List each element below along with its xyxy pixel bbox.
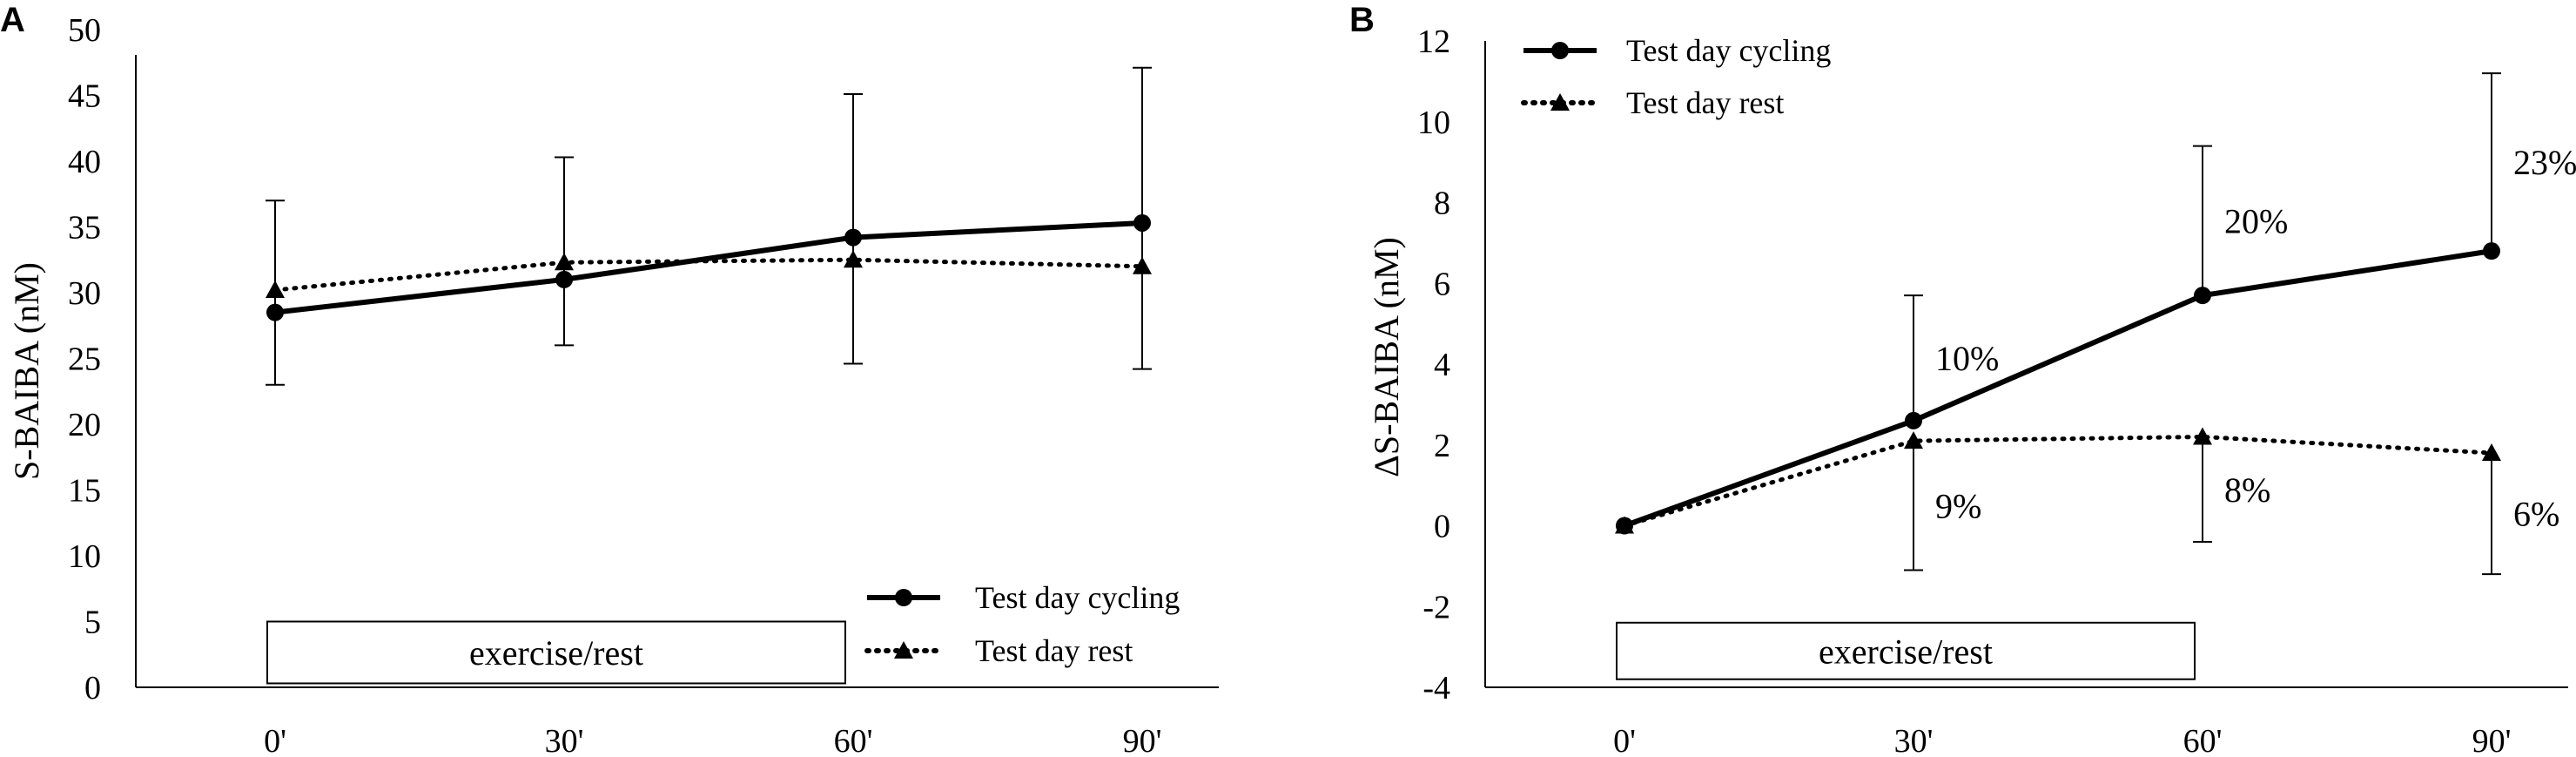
percent-annotation: 20% xyxy=(2224,201,2288,240)
data-point-cycling xyxy=(2483,242,2500,260)
y-tick-label: -2 xyxy=(1423,589,1450,625)
series-line-rest xyxy=(272,257,1145,293)
panel-b-y-axis-title: ΔS-BAIBA (nM) xyxy=(1367,237,1406,477)
x-tick-label: 0' xyxy=(1613,723,1636,757)
series-line-cycling xyxy=(274,220,1143,315)
panel-b-y-ticks: -4 -2 0 2 4 6 8 10 12 xyxy=(1417,24,1450,706)
x-tick-label: 0' xyxy=(264,723,286,757)
data-point-rest xyxy=(2193,427,2212,445)
panel-b-legend-label-cycling: Test day cycling xyxy=(1626,33,1831,68)
y-tick-label: 20 xyxy=(68,407,101,443)
y-tick-label: 0 xyxy=(1434,509,1450,545)
panel-b-box-rect xyxy=(1616,621,2196,680)
panel-a: A S-BAIBA (nM) 0 5 10 15 20 25 30 35 40 45 50 0' 30… xyxy=(0,1,1219,757)
data-point-cycling xyxy=(1133,213,1151,232)
x-tick-label: 30' xyxy=(545,723,584,757)
y-tick-label: 2 xyxy=(1434,428,1450,464)
percent-annotation: 8% xyxy=(2224,470,2270,510)
data-point-cycling xyxy=(2194,287,2211,305)
panel-a-box-label: exercise/rest xyxy=(469,633,643,673)
y-tick-label: 4 xyxy=(1434,347,1450,383)
panel-b-x-ticks: 0' 30' 60' 90' xyxy=(1613,723,2511,757)
y-tick-label: 0 xyxy=(84,670,101,706)
panel-b-legend: Test day cycling Test day rest xyxy=(1521,33,1831,120)
y-tick-label: 6 xyxy=(1434,266,1450,302)
y-tick-label: -4 xyxy=(1423,670,1450,706)
data-point-rest xyxy=(2482,443,2501,462)
panel-a-y-ticks: 0 5 10 15 20 25 30 35 40 45 50 xyxy=(68,12,101,706)
data-point-rest xyxy=(1904,431,1923,449)
panel-a-legend: Test day cycling Test day rest xyxy=(864,580,1180,668)
panel-b-box-label: exercise/rest xyxy=(1819,632,1993,671)
percent-annotation: 23% xyxy=(2513,143,2576,182)
y-tick-label: 12 xyxy=(1417,24,1450,60)
y-tick-label: 40 xyxy=(68,144,101,180)
x-tick-label: 90' xyxy=(1123,723,1162,757)
percent-annotation: 10% xyxy=(1935,339,1999,378)
data-point-cycling xyxy=(844,228,862,247)
panel-a-legend-label-rest: Test day rest xyxy=(975,633,1133,668)
panel-b-legend-marker-triangle xyxy=(1550,93,1570,111)
x-tick-label: 30' xyxy=(1894,723,1934,757)
y-tick-label: 30 xyxy=(68,275,101,312)
percent-annotation: 9% xyxy=(1935,486,1981,525)
panel-a-exercise-box: exercise/rest xyxy=(266,620,846,685)
y-tick-label: 8 xyxy=(1434,186,1450,222)
panel-b: B ΔS-BAIBA (nM) -4 -2 0 2 4 6 8 10 12 0' 30' 60' 90… xyxy=(1349,1,2576,757)
x-tick-label: 60' xyxy=(834,723,873,757)
panel-b-exercise-box: exercise/rest xyxy=(1616,621,2196,680)
panel-b-annotations: 10% 20% 23% 9% 8% 6% xyxy=(1935,143,2576,533)
panel-a-series xyxy=(266,66,1152,386)
percent-annotation: 6% xyxy=(2513,495,2559,534)
y-tick-label: 15 xyxy=(68,473,101,510)
x-tick-label: 60' xyxy=(2183,723,2223,757)
panel-a-x-ticks: 0' 30' 60' 90' xyxy=(264,723,1161,757)
series-line-cycling xyxy=(1623,248,2492,529)
data-point-rest xyxy=(266,280,285,298)
panel-a-legend-marker-triangle xyxy=(894,641,913,659)
y-tick-label: 5 xyxy=(84,605,101,641)
y-tick-label: 10 xyxy=(68,538,101,575)
y-tick-label: 25 xyxy=(68,341,101,378)
data-point-rest xyxy=(1133,256,1152,274)
panel-b-label: B xyxy=(1349,1,1375,39)
x-tick-label: 90' xyxy=(2472,723,2512,757)
data-point-cycling xyxy=(266,303,284,321)
y-tick-label: 50 xyxy=(68,12,101,49)
panel-b-series xyxy=(1615,72,2501,576)
data-point-cycling xyxy=(1905,411,1922,429)
panel-a-label: A xyxy=(0,1,25,39)
data-point-rest xyxy=(1615,516,1634,534)
panel-b-legend-marker-circle xyxy=(1551,42,1569,59)
data-point-rest xyxy=(555,253,574,271)
panel-a-legend-marker-circle xyxy=(895,589,912,606)
panel-a-y-axis-title: S-BAIBA (nM) xyxy=(7,262,46,480)
series-line-rest xyxy=(1622,434,2494,528)
data-point-cycling xyxy=(555,270,573,288)
panel-a-legend-label-cycling: Test day cycling xyxy=(975,580,1180,615)
panel-a-box-rect xyxy=(266,620,846,685)
y-tick-label: 10 xyxy=(1417,105,1450,141)
data-point-rest xyxy=(844,250,863,268)
y-tick-label: 45 xyxy=(68,78,101,115)
y-tick-label: 35 xyxy=(68,210,101,247)
panel-b-legend-label-rest: Test day rest xyxy=(1626,85,1784,120)
